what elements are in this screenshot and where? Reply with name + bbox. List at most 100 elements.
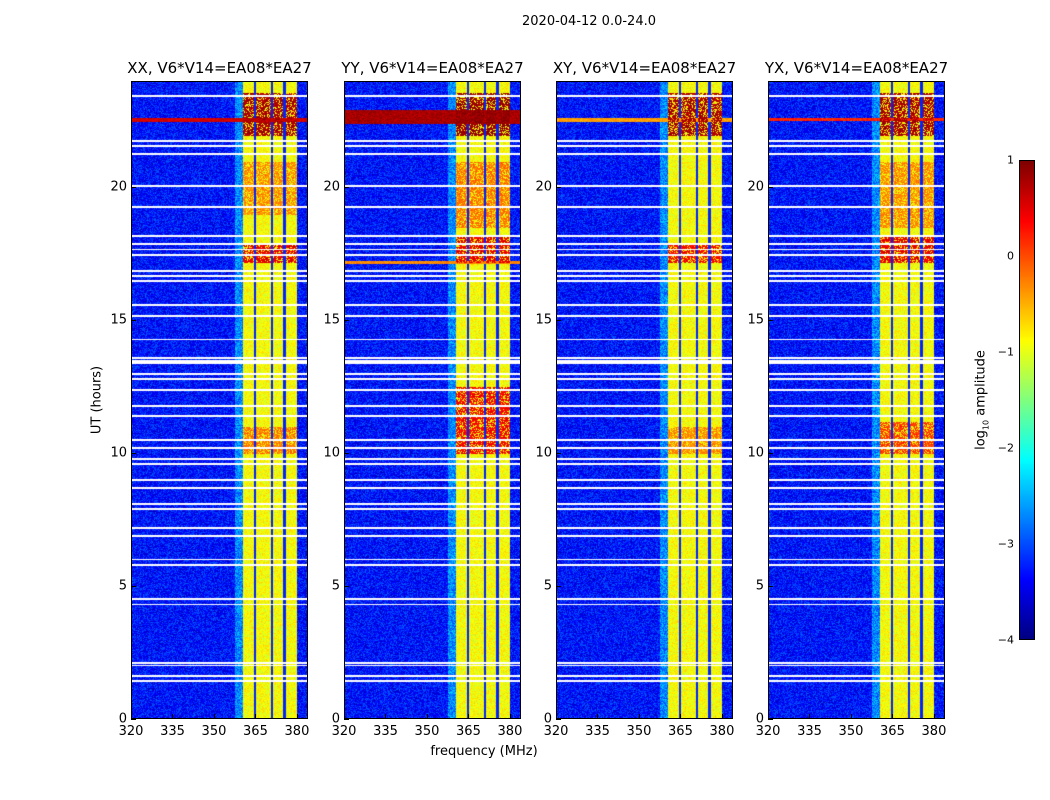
- x-tick-mark: [721, 714, 723, 719]
- x-tick-mark: [638, 714, 640, 719]
- y-tick-label: 0: [118, 711, 127, 727]
- y-tick-label: 5: [331, 578, 340, 594]
- y-tick-label: 20: [535, 179, 552, 195]
- y-tick-mark: [556, 320, 561, 322]
- x-tick-mark: [809, 714, 811, 719]
- y-tick-label: 15: [535, 312, 552, 328]
- y-tick-label: 20: [323, 179, 340, 195]
- x-tick-mark: [426, 714, 428, 719]
- colorbar-tick-label: 0: [1007, 249, 1014, 263]
- x-tick-label: 320: [331, 724, 357, 739]
- x-tick-mark: [892, 714, 894, 719]
- y-tick-mark: [344, 453, 349, 455]
- heatmap-panel-3: [768, 81, 945, 719]
- x-tick-label: 350: [626, 724, 652, 739]
- colorbar-tick-label: −4: [997, 633, 1014, 647]
- panel-title: YY, V6*V14=EA08*EA27: [341, 59, 524, 77]
- y-tick-label: 5: [118, 578, 127, 594]
- x-tick-mark: [468, 714, 470, 719]
- x-tick-label: 335: [160, 724, 185, 739]
- y-axis-label: UT (hours): [89, 365, 105, 435]
- y-tick-label: 5: [755, 578, 764, 594]
- x-tick-label: 320: [543, 724, 569, 739]
- x-tick-mark: [850, 714, 852, 719]
- y-tick-mark: [344, 187, 349, 189]
- heatmap-panel-0: [131, 81, 308, 719]
- y-tick-mark: [556, 187, 561, 189]
- x-tick-label: 365: [243, 724, 268, 739]
- x-tick-label: 380: [921, 724, 947, 739]
- y-tick-label: 10: [535, 445, 552, 461]
- x-tick-mark: [172, 714, 174, 719]
- heatmap-canvas: [345, 82, 520, 718]
- x-tick-label: 320: [118, 724, 144, 739]
- y-tick-label: 5: [543, 578, 552, 594]
- x-tick-mark: [213, 714, 215, 719]
- y-tick-mark: [768, 187, 773, 189]
- x-tick-label: 350: [414, 724, 440, 739]
- x-tick-label: 335: [585, 724, 610, 739]
- y-tick-label: 0: [543, 711, 552, 727]
- x-tick-mark: [385, 714, 387, 719]
- y-tick-mark: [768, 586, 773, 588]
- heatmap-panel-2: [556, 81, 733, 719]
- y-tick-mark: [768, 320, 773, 322]
- y-tick-mark: [131, 320, 136, 322]
- x-tick-mark: [131, 714, 132, 719]
- y-tick-mark: [768, 719, 773, 720]
- colorbar-tick-label: −1: [997, 345, 1014, 359]
- y-tick-label: 15: [110, 312, 127, 328]
- colorbar: [1019, 160, 1035, 640]
- x-tick-label: 350: [838, 724, 864, 739]
- x-tick-label: 380: [497, 724, 523, 739]
- y-tick-mark: [344, 320, 349, 322]
- y-tick-mark: [344, 719, 349, 720]
- heatmap-canvas: [769, 82, 944, 718]
- colorbar-tick-label: −2: [997, 441, 1014, 455]
- x-tick-mark: [509, 714, 511, 719]
- x-tick-label: 320: [755, 724, 781, 739]
- x-tick-label: 365: [456, 724, 481, 739]
- y-tick-mark: [131, 586, 136, 588]
- y-tick-mark: [131, 719, 136, 720]
- panel-title: XX, V6*V14=EA08*EA27: [127, 59, 312, 77]
- y-tick-mark: [131, 187, 136, 189]
- y-tick-label: 0: [755, 711, 764, 727]
- y-tick-mark: [556, 453, 561, 455]
- y-tick-label: 20: [110, 179, 127, 195]
- colorbar-tick-label: 1: [1007, 153, 1014, 167]
- y-tick-label: 15: [323, 312, 340, 328]
- x-tick-mark: [680, 714, 682, 719]
- y-tick-mark: [556, 586, 561, 588]
- x-tick-mark: [933, 714, 935, 719]
- panel-title: XY, V6*V14=EA08*EA27: [552, 59, 737, 77]
- x-tick-mark: [556, 714, 557, 719]
- y-tick-mark: [768, 453, 773, 455]
- colorbar-label: log10 amplitude: [973, 350, 991, 450]
- figure-title: 2020-04-12 0.0-24.0: [522, 14, 656, 29]
- colorbar-tick-label: −3: [997, 537, 1014, 551]
- y-tick-mark: [131, 453, 136, 455]
- x-tick-mark: [597, 714, 599, 719]
- panel-title: YX, V6*V14=EA08*EA27: [764, 59, 949, 77]
- x-tick-label: 350: [201, 724, 227, 739]
- y-tick-label: 10: [747, 445, 764, 461]
- x-axis-label: frequency (MHz): [430, 744, 538, 759]
- heatmap-canvas: [557, 82, 732, 718]
- y-tick-mark: [344, 586, 349, 588]
- x-tick-mark: [768, 714, 769, 719]
- y-tick-label: 20: [747, 179, 764, 195]
- x-tick-label: 380: [709, 724, 735, 739]
- heatmap-panel-1: [344, 81, 521, 719]
- y-tick-label: 15: [747, 312, 764, 328]
- y-tick-label: 10: [110, 445, 127, 461]
- x-tick-label: 365: [880, 724, 905, 739]
- y-tick-mark: [556, 719, 561, 720]
- heatmap-canvas: [132, 82, 307, 718]
- x-tick-label: 335: [797, 724, 822, 739]
- x-tick-label: 365: [668, 724, 693, 739]
- y-tick-label: 10: [323, 445, 340, 461]
- y-tick-label: 0: [331, 711, 340, 727]
- x-tick-mark: [255, 714, 257, 719]
